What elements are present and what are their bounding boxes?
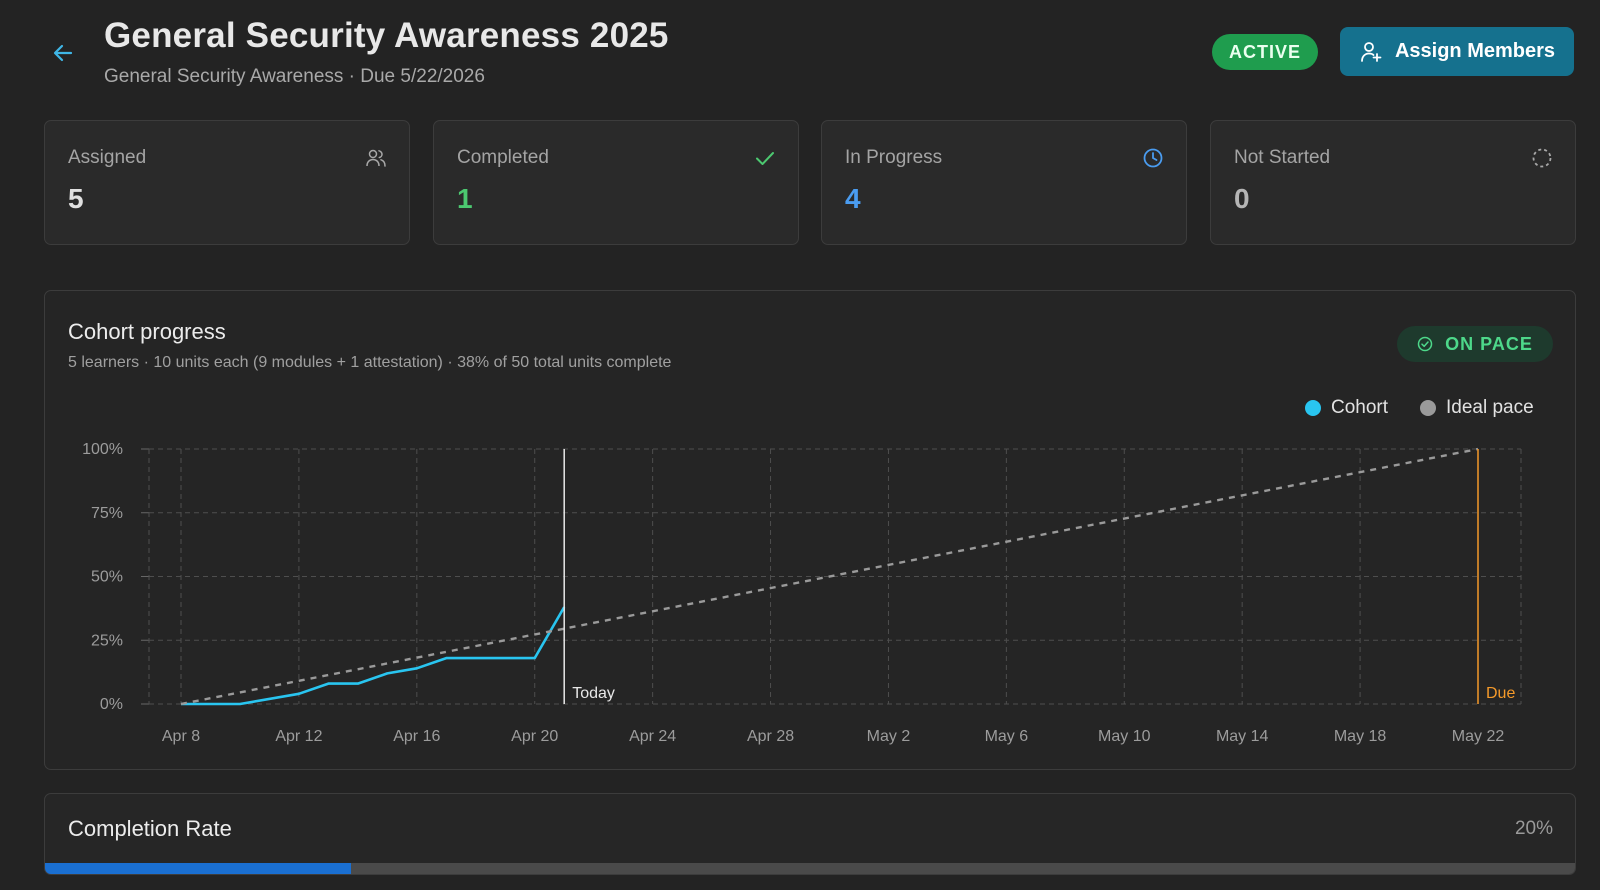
legend-dot — [1420, 400, 1436, 416]
stat-value: 1 — [457, 183, 473, 214]
assign-members-button[interactable]: Assign Members — [1340, 27, 1574, 76]
x-tick-label: Apr 12 — [275, 728, 322, 745]
check-icon — [756, 152, 774, 165]
marker-label-due: Due — [1486, 685, 1515, 702]
stat-card-in-progress: In Progress 4 — [821, 120, 1187, 245]
legend-dot — [1305, 400, 1321, 416]
stat-card-assigned: Assigned 5 — [44, 120, 410, 245]
completion-rate-card: Completion Rate 20% — [44, 793, 1576, 875]
arrow-left-icon — [53, 44, 73, 62]
stat-label: Not Started — [1234, 147, 1331, 168]
y-tick-label: 25% — [91, 632, 123, 649]
assign-members-label: Assign Members — [1394, 40, 1556, 62]
completion-progress-fill — [45, 863, 351, 874]
legend-item-cohort[interactable]: Cohort — [1305, 397, 1388, 419]
stat-card-not-started: Not Started 0 — [1210, 120, 1576, 245]
stat-value: 5 — [68, 183, 84, 214]
cohort-chart: 0% 25% 50% 75% 100% Apr 8 Apr 12 Apr 16 Apr 20 Ap… — [82, 441, 1522, 745]
y-tick-label: 0% — [100, 696, 123, 713]
on-pace-badge: ON PACE — [1397, 326, 1553, 362]
marker-label-today: Today — [572, 685, 615, 702]
chart-title: Cohort progress — [68, 319, 226, 344]
y-tick-label: 50% — [91, 569, 123, 586]
stat-value: 4 — [845, 183, 861, 214]
back-button[interactable] — [46, 36, 80, 70]
page-subtitle: General Security Awareness · Due 5/22/20… — [104, 66, 485, 87]
legend-item-ideal-pace[interactable]: Ideal pace — [1420, 397, 1534, 419]
series-line-ideal-pace — [180, 447, 1479, 706]
x-tick-label: May 10 — [1098, 728, 1151, 745]
stat-value: 0 — [1234, 183, 1250, 214]
on-pace-label: ON PACE — [1445, 333, 1533, 354]
x-tick-label: May 18 — [1334, 728, 1387, 745]
y-tick-label: 100% — [82, 441, 123, 458]
x-tick-label: Apr 28 — [747, 728, 794, 745]
stat-label: Completed — [457, 147, 549, 168]
stat-label: Assigned — [68, 147, 147, 168]
user-plus-icon — [1361, 41, 1382, 62]
stat-card-completed: Completed 1 — [433, 120, 799, 245]
clock-icon — [1143, 148, 1163, 168]
page-title: General Security Awareness 2025 — [104, 16, 669, 55]
users-icon — [366, 149, 386, 167]
legend-label: Cohort — [1331, 397, 1389, 418]
status-badge: ACTIVE — [1212, 34, 1318, 70]
x-tick-label: Apr 16 — [393, 728, 440, 745]
x-tick-label: May 2 — [867, 728, 911, 745]
dashed-circle-icon — [1532, 148, 1552, 168]
x-tick-label: May 6 — [985, 728, 1029, 745]
y-tick-label: 75% — [91, 505, 123, 522]
chart-subtitle: 5 learners · 10 units each (9 modules + … — [68, 354, 672, 371]
check-circle-icon — [1417, 336, 1433, 352]
legend-label: Ideal pace — [1446, 397, 1534, 418]
x-tick-label: Apr 24 — [629, 728, 676, 745]
x-tick-label: May 14 — [1216, 728, 1269, 745]
completion-rate-title: Completion Rate — [68, 816, 232, 841]
x-tick-label: Apr 20 — [511, 728, 558, 745]
series-line-cohort — [181, 606, 566, 706]
x-tick-label: Apr 8 — [162, 728, 200, 745]
cohort-progress-card: Cohort progress 5 learners · 10 units ea… — [44, 290, 1576, 770]
completion-rate-value: 20% — [1514, 818, 1553, 839]
completion-progress-bar — [45, 863, 1575, 874]
x-tick-label: May 22 — [1452, 728, 1505, 745]
stat-label: In Progress — [845, 147, 943, 168]
